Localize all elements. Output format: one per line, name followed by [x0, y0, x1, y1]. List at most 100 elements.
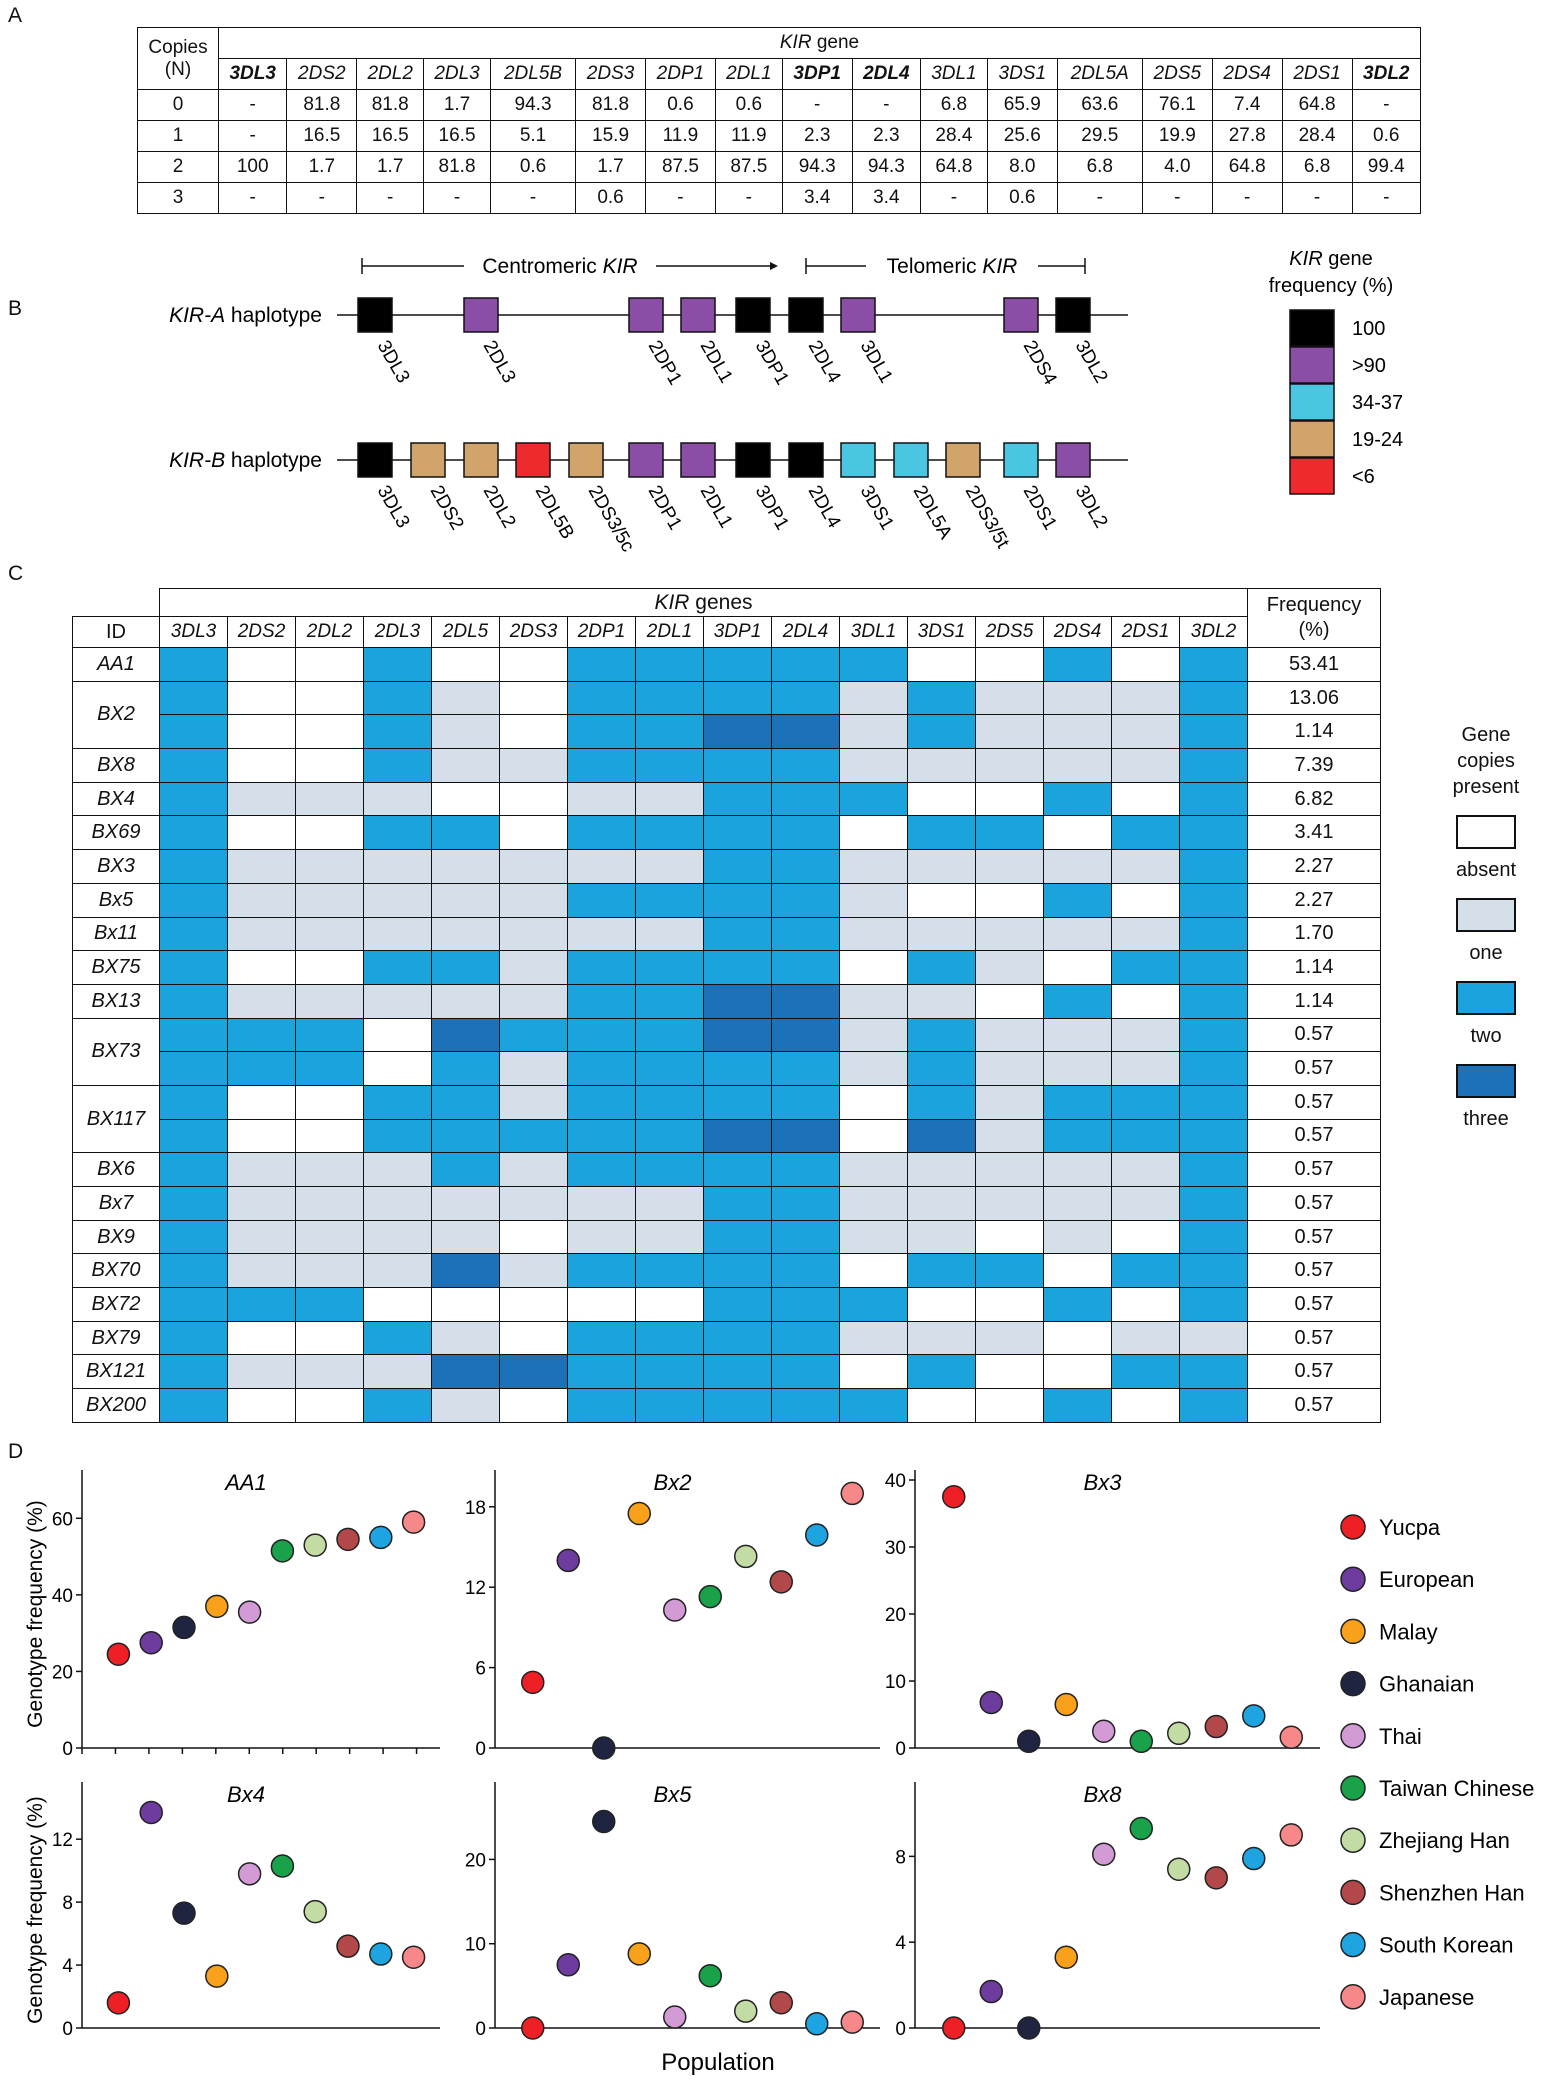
- gene-cell-two: [1043, 1388, 1112, 1423]
- gene-cell-one: [975, 748, 1044, 783]
- gene-cell-one: [499, 916, 568, 952]
- gene-cell-one: [295, 781, 364, 817]
- gene-cell-two: [771, 1320, 840, 1356]
- genotype-id: BX2: [72, 680, 160, 750]
- gene-cell-absent: [295, 680, 364, 716]
- centromeric-bracket: Centromeric KIR: [361, 252, 778, 278]
- gene-cell-three: [771, 983, 840, 1019]
- gene-box-2dl4: [788, 297, 824, 333]
- frequency-legend-label: <6: [1352, 466, 1375, 488]
- gene-cell-three: [703, 1017, 772, 1053]
- copy-value: -: [1351, 182, 1422, 214]
- copy-value: 1.7: [575, 151, 646, 183]
- gene-cell-two: [771, 781, 840, 817]
- genotype-gene-header-2dl5: 2DL5: [431, 616, 500, 648]
- copy-value: -: [1056, 182, 1143, 214]
- gene-cell-two: [1043, 882, 1112, 918]
- gene-cell-absent: [295, 748, 364, 783]
- gene-cell-absent: [1043, 815, 1112, 851]
- data-point-zhejiang-han: [303, 1533, 327, 1557]
- copy-value: -: [217, 182, 288, 214]
- gene-label: 2DL4: [804, 482, 845, 532]
- gene-cell-absent: [295, 1320, 364, 1356]
- genotype-id: Bx11: [72, 916, 160, 952]
- gene-cell-two: [567, 1051, 636, 1086]
- gene-cell-two: [635, 714, 704, 750]
- gene-cell-absent: [975, 1354, 1044, 1390]
- scatter-chart-bx5: 0 10 20 Bx5 Population: [465, 1782, 880, 2076]
- gene-cell-two: [907, 680, 976, 716]
- y-tick-label: 0: [895, 2019, 906, 2040]
- y-tick-label: 0: [895, 1739, 906, 1760]
- data-point-yucpa: [942, 2016, 966, 2040]
- data-point-zhejiang-han: [1167, 1721, 1191, 1746]
- y-tick-label: 18: [465, 1498, 486, 1519]
- gene-cell-absent: [431, 1287, 500, 1322]
- gene-header-2dl5b: 2DL5B: [489, 58, 577, 90]
- y-tick-label: 30: [885, 1538, 906, 1559]
- data-point-taiwan-chinese: [698, 1584, 722, 1609]
- gene-cell-one: [363, 781, 432, 817]
- gene-cell-one: [431, 1320, 500, 1356]
- gene-cell-one: [907, 1186, 976, 1221]
- gene-cell-one: [907, 849, 976, 884]
- gene-copy-table: Copies (N) KIR gene 3DL3 2DS2 2DL2 2DL3 2DL5…: [137, 27, 1422, 214]
- chart-title: Bx2: [654, 1470, 692, 1495]
- copy-number: 2: [137, 151, 219, 183]
- genotype-gene-header-2ds3: 2DS3: [499, 616, 568, 648]
- gene-cell-two: [363, 748, 432, 783]
- table-row: BX72 0.57: [72, 1287, 1381, 1322]
- gene-cell-absent: [499, 647, 568, 682]
- gene-cell-two: [635, 680, 704, 716]
- copy-value: 11.9: [714, 120, 783, 152]
- gene-cell-two: [567, 1253, 636, 1289]
- genotype-id: BX9: [72, 1219, 160, 1255]
- gene-cell-two: [907, 815, 976, 851]
- genotype-id: BX6: [72, 1152, 160, 1187]
- genotype-frequency: 0.57: [1247, 1152, 1381, 1187]
- gene-cell-absent: [975, 1287, 1044, 1322]
- y-tick-label: 40: [885, 1471, 906, 1492]
- copy-value: 94.3: [851, 151, 921, 183]
- gene-cell-absent: [227, 1388, 296, 1423]
- genotype-frequency: 1.14: [1247, 983, 1381, 1019]
- table-row: 0.57: [73, 1051, 1381, 1086]
- gene-cell-two: [1179, 1051, 1248, 1086]
- gene-cell-absent: [975, 983, 1044, 1019]
- gene-cell-one: [1043, 748, 1112, 783]
- table-row: BX8 7.39: [72, 748, 1381, 783]
- gene-cell-absent: [295, 1388, 364, 1423]
- gene-cell-one: [839, 1186, 908, 1221]
- gene-cell-two: [1111, 1084, 1180, 1120]
- gene-cell-two: [1179, 647, 1248, 682]
- legend-label: European: [1379, 1567, 1474, 1592]
- data-point-taiwan-chinese: [1129, 1729, 1153, 1754]
- table-row: BX69 3.41: [72, 815, 1381, 851]
- copy-value: 28.4: [1281, 120, 1353, 152]
- frequency-legend-label: >90: [1352, 355, 1386, 377]
- y-tick-label: 0: [62, 2019, 73, 2040]
- gene-cell-one: [1111, 1152, 1180, 1187]
- gene-cell-one: [1043, 1219, 1112, 1255]
- gene-cell-absent: [499, 714, 568, 750]
- data-point-zhejiang-han: [303, 1899, 327, 1924]
- gene-cell-one: [363, 1253, 432, 1289]
- gene-cell-two: [567, 1152, 636, 1187]
- copy-value: 1.7: [286, 151, 358, 183]
- gene-cell-two: [703, 1152, 772, 1187]
- gene-cell-one: [227, 1354, 296, 1390]
- gene-cell-one: [363, 1186, 432, 1221]
- table-row: BX75 1.14: [72, 950, 1381, 985]
- legend-marker: [1340, 1931, 1366, 1958]
- telomeric-label: Telomeric KIR: [887, 255, 1018, 278]
- data-point-south-korean: [805, 1523, 829, 1547]
- gene-cell-one: [499, 950, 568, 985]
- gene-cell-two: [295, 1051, 364, 1086]
- gene-cell-one: [635, 849, 704, 884]
- gene-cell-two: [635, 647, 704, 682]
- kir-genes-title: KIR genes: [159, 588, 1248, 617]
- population-legend: Yucpa European Malay Ghanaian Thai Taiwan Chi…: [1340, 1514, 1534, 2010]
- gene-cell-two: [363, 1388, 432, 1423]
- copies-header-line1: Copies: [148, 36, 208, 58]
- copy-row: 0-81.8 81.8 1.7 94.3 81.8 0.6 0.6- -6.8 65.9 63.6…: [137, 89, 1422, 121]
